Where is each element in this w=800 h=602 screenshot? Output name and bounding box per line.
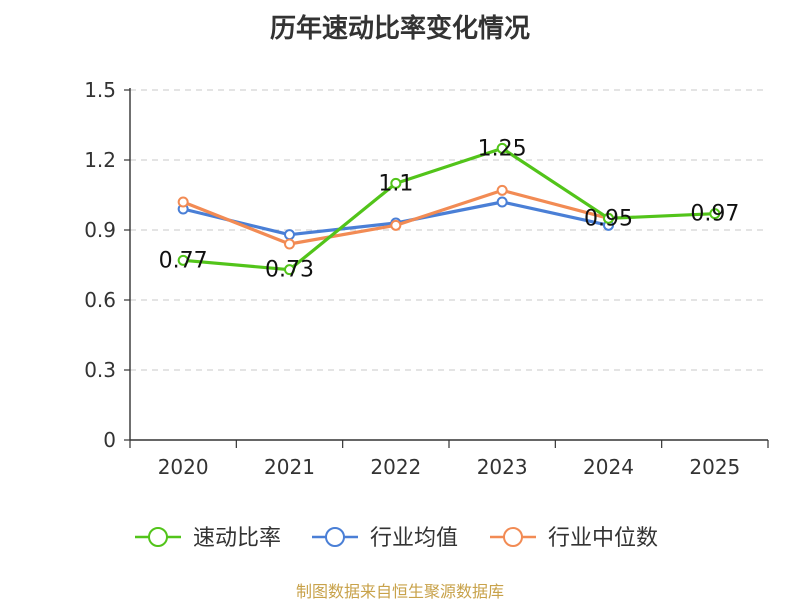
data-point — [284, 229, 295, 241]
y-tick-label: 0.9 — [84, 218, 116, 242]
data-label: 1.25 — [478, 136, 527, 161]
data-point — [390, 219, 402, 231]
data-label: 0.77 — [159, 248, 208, 273]
legend-label: 行业中位数 — [548, 526, 658, 551]
x-tick-label: 2022 — [370, 455, 421, 479]
legend-label: 速动比率 — [193, 526, 281, 551]
data-point — [284, 238, 295, 250]
data-point — [177, 254, 189, 266]
data-point — [177, 196, 189, 208]
series-line-2 — [182, 188, 609, 246]
series-line-0 — [183, 146, 715, 272]
data-point — [496, 184, 508, 196]
y-tick-label: 1.2 — [84, 148, 116, 172]
y-tick-label: 0 — [103, 428, 116, 452]
legend-marker — [325, 527, 345, 547]
data-point — [284, 264, 295, 276]
x-tick-label: 2025 — [689, 455, 740, 479]
legend-item: 行业均值 — [312, 526, 458, 551]
data-label: 1.1 — [378, 171, 413, 196]
data-point — [709, 208, 721, 220]
chart-title: 历年速动比率变化情况 — [269, 14, 530, 44]
data-label: 0.95 — [584, 206, 633, 231]
legend-label: 行业均值 — [370, 526, 458, 551]
x-tick-label: 2020 — [158, 455, 209, 479]
data-label: 0.73 — [265, 258, 314, 283]
y-tick-label: 1.5 — [84, 78, 116, 102]
x-tick-label: 2021 — [264, 455, 315, 479]
legend-item: 速动比率 — [135, 526, 281, 551]
data-point — [496, 196, 508, 208]
legend-marker — [148, 527, 168, 547]
legend-item: 行业中位数 — [490, 526, 658, 551]
x-tick-label: 2023 — [477, 455, 528, 479]
x-tick-label: 2024 — [583, 455, 634, 479]
source-note: 制图数据来自恒生聚源数据库 — [295, 582, 504, 601]
legend-marker — [503, 527, 523, 547]
data-point — [496, 142, 508, 154]
data-label: 0.97 — [690, 202, 739, 227]
y-tick-label: 0.6 — [84, 288, 116, 312]
data-point — [603, 212, 614, 224]
y-tick-label: 0.3 — [84, 358, 116, 382]
data-point — [390, 177, 402, 189]
